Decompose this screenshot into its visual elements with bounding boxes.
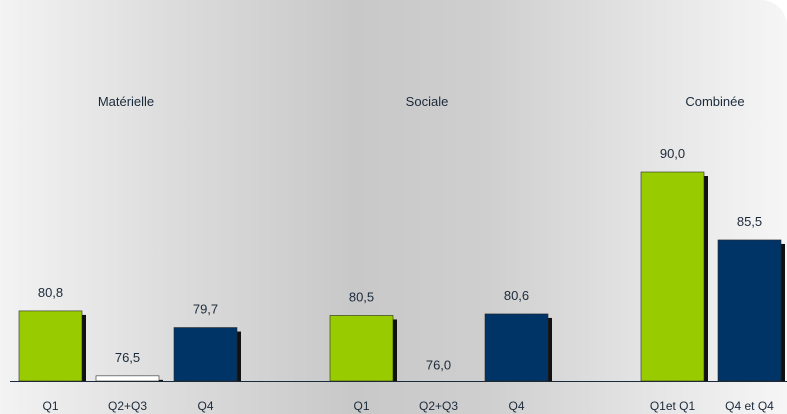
data-label: 79,7 [193, 302, 218, 317]
category-tick-label: Q1et Q1 [650, 399, 696, 413]
category-tick-label: Q2+Q3 [419, 399, 458, 413]
data-label: 85,5 [737, 214, 762, 229]
category-tick-label: Q1 [353, 399, 369, 413]
bar [640, 171, 705, 382]
data-label: 76,0 [426, 357, 451, 372]
category-tick-label: Q4 et Q4 [725, 399, 774, 413]
data-label: 80,8 [38, 285, 63, 300]
bar [717, 239, 782, 382]
bar [95, 375, 160, 382]
category-tick-label: Q4 [197, 399, 213, 413]
category-tick-label: Q4 [508, 399, 524, 413]
data-label: 80,6 [504, 288, 529, 303]
data-label: 80,5 [349, 289, 374, 304]
bar [329, 315, 394, 382]
bar [484, 313, 549, 382]
bar [173, 327, 238, 382]
group-label: Combinée [685, 94, 744, 109]
bar [18, 310, 83, 382]
data-label: 76,5 [115, 350, 140, 365]
group-label: Sociale [406, 94, 449, 109]
category-tick-label: Q2+Q3 [108, 399, 147, 413]
data-label: 90,0 [660, 146, 685, 161]
group-label: Matérielle [98, 94, 154, 109]
category-tick-label: Q1 [42, 399, 58, 413]
